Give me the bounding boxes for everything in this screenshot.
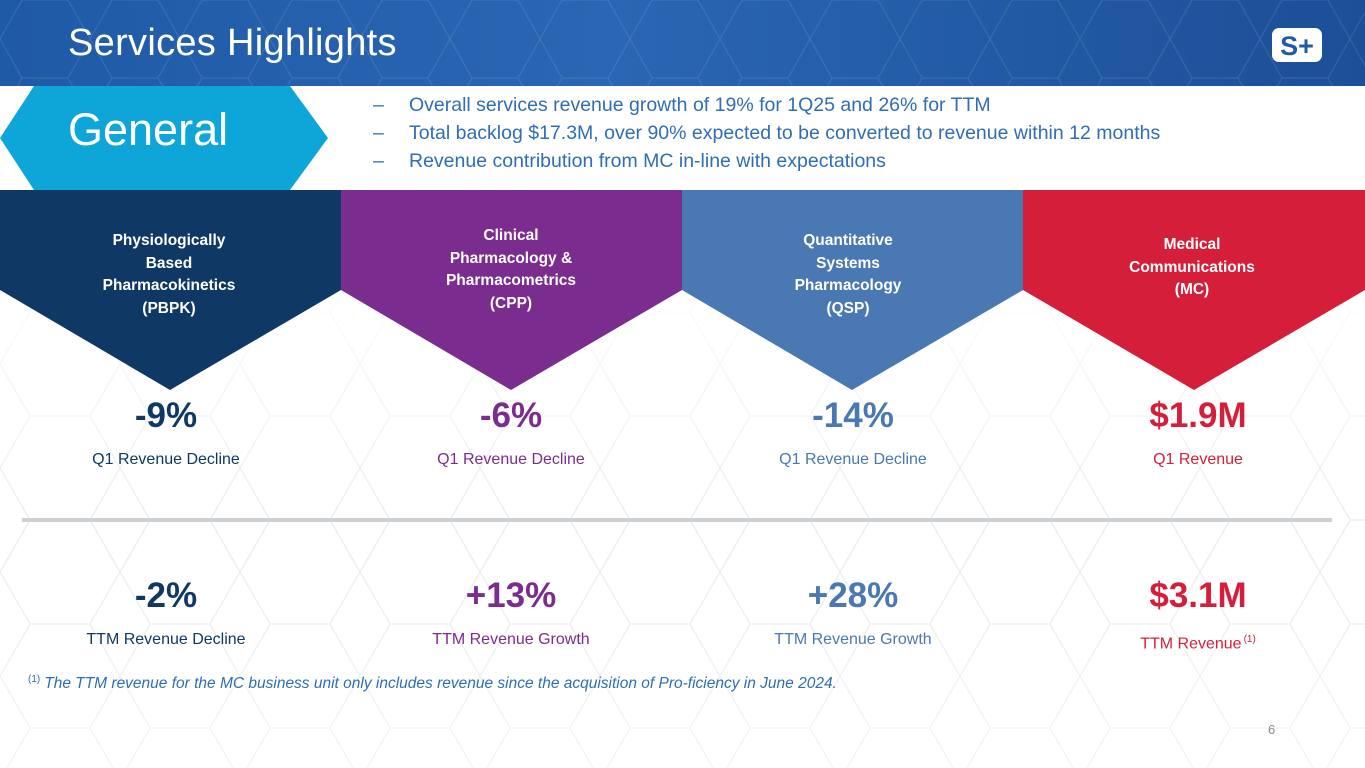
list-item: – Overall services revenue growth of 19% … [373, 91, 1160, 119]
bullet-dash: – [373, 150, 384, 172]
q1-metric-qsp: -14% Q1 Revenue Decline [703, 396, 1003, 470]
bullet-dash: – [373, 94, 384, 116]
label-line: (PBPK) [142, 299, 196, 317]
label-line: Pharmacokinetics [102, 277, 236, 294]
ttm-metric-description: TTM Revenue [1140, 635, 1242, 653]
bullet-text: Revenue contribution from MC in-line wit… [409, 150, 886, 172]
general-chevron-shape [0, 86, 328, 190]
bullet-text: Total backlog $17.3M, over 90% expected … [409, 122, 1161, 144]
company-logo-icon: S+ [1272, 28, 1322, 62]
label-line: Communications [1129, 258, 1255, 276]
header-bar: Services Highlights S+ [0, 0, 1365, 86]
header-hexagon-texture [0, 0, 1365, 86]
ttm-metric-qsp: +28% TTM Revenue Growth [703, 576, 1003, 650]
segment-label-cpp: Clinical Pharmacology & Pharmacometrics … [426, 225, 596, 315]
label-line: (MC) [1174, 281, 1210, 298]
label-line: Medical [1163, 236, 1221, 253]
q1-metric-value: $1.9M [1149, 396, 1247, 435]
q1-metric-description: Q1 Revenue Decline [779, 451, 927, 468]
q1-metric-description: Q1 Revenue Decline [437, 451, 585, 468]
footnote-marker: (1) [28, 674, 41, 685]
bullet-text: Overall services revenue growth of 19% f… [409, 94, 991, 116]
q1-metric-value: -6% [479, 396, 543, 435]
label-line: Pharmacology [794, 277, 902, 294]
page-title: Services Highlights [68, 22, 397, 64]
footnote-text: The TTM revenue for the MC business unit… [44, 675, 837, 693]
q1-metric-description: Q1 Revenue [1153, 451, 1243, 468]
page-number: 6 [1268, 722, 1276, 737]
label-line: Physiologically [112, 232, 226, 249]
label-line: (QSP) [826, 299, 870, 317]
ttm-metric-description: TTM Revenue Growth [774, 631, 932, 648]
segment-label-mc: Medical Communications (MC) [1107, 234, 1277, 302]
list-item: – Revenue contribution from MC in-line wi… [373, 147, 1160, 175]
label-line: Quantitative [803, 232, 893, 249]
cpp-chevron-shape [341, 190, 682, 390]
pbpk-chevron-shape [0, 190, 341, 390]
logo-text: S+ [1280, 31, 1314, 61]
label-line: Clinical [483, 227, 539, 244]
label-line: Systems [816, 254, 880, 272]
list-item: – Total backlog $17.3M, over 90% expected… [373, 119, 1160, 147]
q1-metric-pbpk: -9% Q1 Revenue Decline [16, 396, 316, 470]
label-line: Pharmacology & [449, 249, 573, 267]
ttm-metric-value: -2% [134, 576, 198, 615]
q1-metric-cpp: -6% Q1 Revenue Decline [361, 396, 661, 470]
mc-chevron-shape [1023, 190, 1365, 390]
label-line: (CPP) [489, 294, 533, 312]
general-bullet-list: – Overall services revenue growth of 19% … [373, 91, 1160, 175]
ttm-metric-mc: $3.1M TTM Revenue (1) [1048, 576, 1348, 654]
ttm-metric-description: TTM Revenue Decline [86, 631, 246, 648]
segment-chevrons [0, 190, 1365, 390]
segment-label-pbpk: Physiologically Based Pharmacokinetics (… [84, 230, 254, 320]
ttm-metric-value: $3.1M [1149, 576, 1247, 615]
q1-metric-mc: $1.9M Q1 Revenue [1048, 396, 1348, 470]
ttm-metric-description: TTM Revenue Growth [432, 631, 590, 648]
q1-metric-value: -9% [134, 396, 198, 435]
label-line: Based [145, 254, 193, 272]
ttm-metric-value: +13% [465, 576, 557, 615]
footnote-reference: (1) [1243, 634, 1256, 645]
segment-label-qsp: Quantitative Systems Pharmacology (QSP) [763, 230, 933, 320]
bullet-dash: – [373, 122, 384, 144]
footnote: (1) The TTM revenue for the MC business u… [28, 674, 837, 693]
section-divider [22, 518, 1332, 522]
ttm-metric-description-row: TTM Revenue (1) [1048, 630, 1348, 654]
general-label: General [68, 104, 229, 155]
ttm-metric-value: +28% [807, 576, 899, 615]
q1-metric-value: -14% [812, 396, 894, 435]
q1-metric-description: Q1 Revenue Decline [92, 451, 240, 468]
label-line: Pharmacometrics [445, 272, 577, 289]
qsp-chevron-shape [682, 190, 1023, 390]
ttm-metric-cpp: +13% TTM Revenue Growth [361, 576, 661, 650]
ttm-metric-pbpk: -2% TTM Revenue Decline [16, 576, 316, 650]
